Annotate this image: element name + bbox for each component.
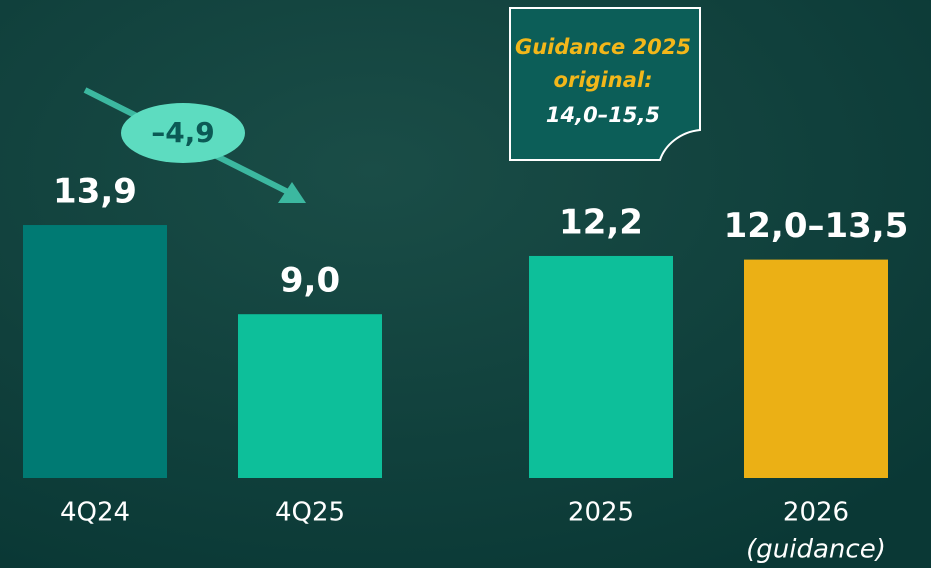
x-tick-label: 4Q24 bbox=[60, 498, 130, 528]
x-tick-label: 4Q25 bbox=[275, 498, 345, 528]
value-label: 12,2 bbox=[559, 202, 643, 242]
bar bbox=[744, 259, 888, 478]
value-label: 9,0 bbox=[280, 261, 340, 301]
callout-line: Guidance 2025 bbox=[515, 35, 691, 59]
change-label: –4,9 bbox=[151, 116, 215, 149]
x-tick-label: 2026 bbox=[783, 498, 849, 528]
x-tick-label: 2025 bbox=[568, 498, 634, 528]
value-label: 12,0–13,5 bbox=[724, 206, 909, 246]
change-bubble bbox=[121, 103, 245, 163]
callout-box bbox=[509, 7, 701, 161]
callout-line: 14,0–15,5 bbox=[546, 103, 660, 127]
bar bbox=[238, 314, 382, 478]
bar bbox=[529, 255, 673, 478]
value-label: 13,9 bbox=[53, 172, 137, 212]
category-note: (guidance) bbox=[746, 535, 886, 565]
bar bbox=[23, 225, 167, 478]
callout-line: original: bbox=[554, 68, 653, 92]
arrow-head bbox=[278, 182, 306, 203]
